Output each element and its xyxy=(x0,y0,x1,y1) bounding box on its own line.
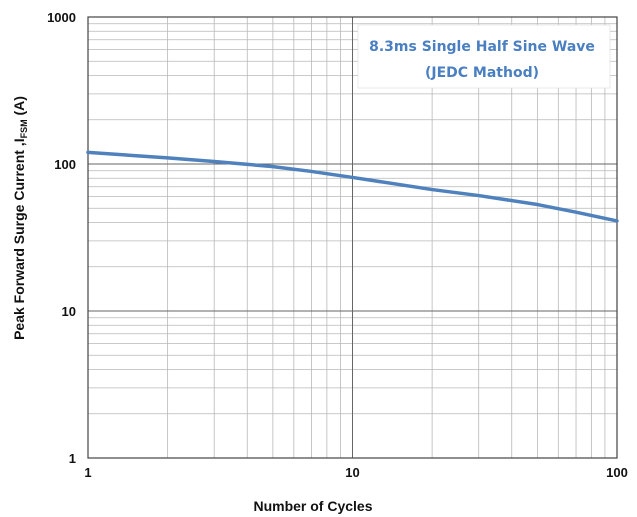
x-tick-label: 10 xyxy=(345,465,359,480)
y-tick-label: 1000 xyxy=(47,10,76,25)
y-tick-label: 100 xyxy=(54,157,76,172)
series-layer xyxy=(86,150,619,223)
y-tick-labels: 1 10 100 1000 xyxy=(47,10,76,466)
annotation-line-2: (JEDC Mathod) xyxy=(425,65,539,81)
y-axis-title-subscript: FSM xyxy=(19,119,29,138)
x-axis-title: Number of Cycles xyxy=(253,498,372,514)
y-axis-title-suffix: (A) xyxy=(11,96,27,119)
x-tick-labels: 1 10 100 xyxy=(84,465,627,480)
annotation-line-1: 8.3ms Single Half Sine Wave xyxy=(369,39,595,55)
series-line xyxy=(86,150,619,223)
annotation-box: 8.3ms Single Half Sine Wave (JEDC Mathod… xyxy=(357,24,611,89)
y-tick-label: 10 xyxy=(62,304,76,319)
annotation-background xyxy=(357,24,611,89)
y-axis-title-prefix: Peak Forward Surge Current ,I xyxy=(11,138,27,340)
y-tick-label: 1 xyxy=(69,451,76,466)
plot-frame xyxy=(87,16,618,459)
x-tick-label: 1 xyxy=(84,465,91,480)
y-axis-title: Peak Forward Surge Current ,IFSM (A) xyxy=(11,96,29,340)
x-tick-label: 100 xyxy=(606,465,628,480)
major-gridlines xyxy=(88,17,617,458)
